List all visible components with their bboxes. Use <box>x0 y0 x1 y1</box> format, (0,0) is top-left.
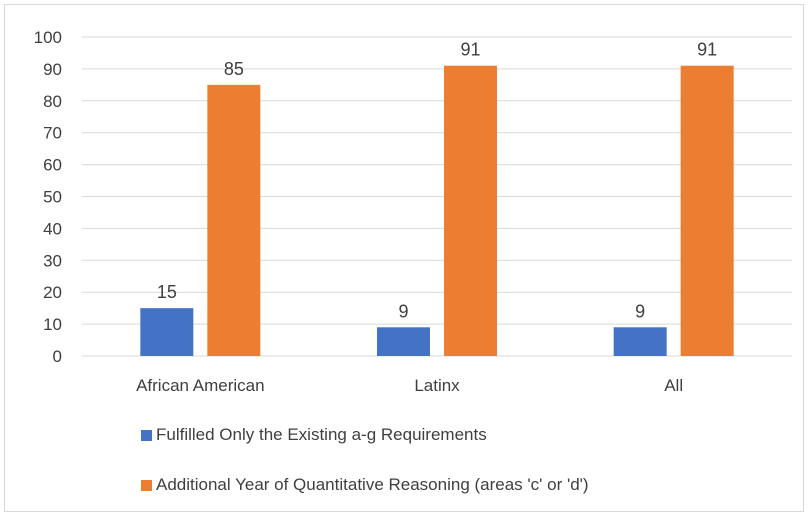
y-tick-label: 20 <box>43 283 62 302</box>
y-tick-label: 70 <box>43 124 62 143</box>
legend-swatch-series-2 <box>141 480 152 491</box>
y-tick-label: 90 <box>43 60 62 79</box>
y-tick-label: 30 <box>43 251 62 270</box>
y-tick-label: 40 <box>43 219 62 238</box>
legend-label-series-2: Additional Year of Quantitative Reasonin… <box>156 475 589 495</box>
y-tick-label: 50 <box>43 188 62 207</box>
bar-1-latinx <box>377 327 430 356</box>
x-tick-label: Latinx <box>414 376 460 395</box>
x-tick-label: All <box>664 376 683 395</box>
y-axis: 0 10 20 30 40 50 60 70 80 90 100 <box>34 28 62 366</box>
data-label: 9 <box>398 301 408 321</box>
legend-item-series-2: Additional Year of Quantitative Reasonin… <box>141 475 589 495</box>
data-label: 91 <box>697 40 717 60</box>
bar-2-all <box>681 66 734 356</box>
y-tick-label: 80 <box>43 92 62 111</box>
y-tick-label: 0 <box>53 347 62 366</box>
legend-swatch-series-1 <box>141 430 152 441</box>
x-tick-label: African American <box>136 376 265 395</box>
y-tick-label: 10 <box>43 315 62 334</box>
bar-2-latinx <box>444 66 497 356</box>
data-label: 9 <box>635 301 645 321</box>
bar-1-all <box>614 327 667 356</box>
bar-1-african-american <box>140 308 193 356</box>
data-label: 91 <box>460 40 480 60</box>
legend-label-series-1: Fulfilled Only the Existing a-g Requirem… <box>156 425 487 445</box>
data-label: 85 <box>224 59 244 79</box>
y-tick-label: 100 <box>34 28 62 47</box>
legend-item-series-1: Fulfilled Only the Existing a-g Requirem… <box>141 425 487 445</box>
bar-2-african-american <box>207 85 260 356</box>
x-axis: African American Latinx All <box>136 376 683 395</box>
data-label: 15 <box>157 282 177 302</box>
y-tick-label: 60 <box>43 156 62 175</box>
